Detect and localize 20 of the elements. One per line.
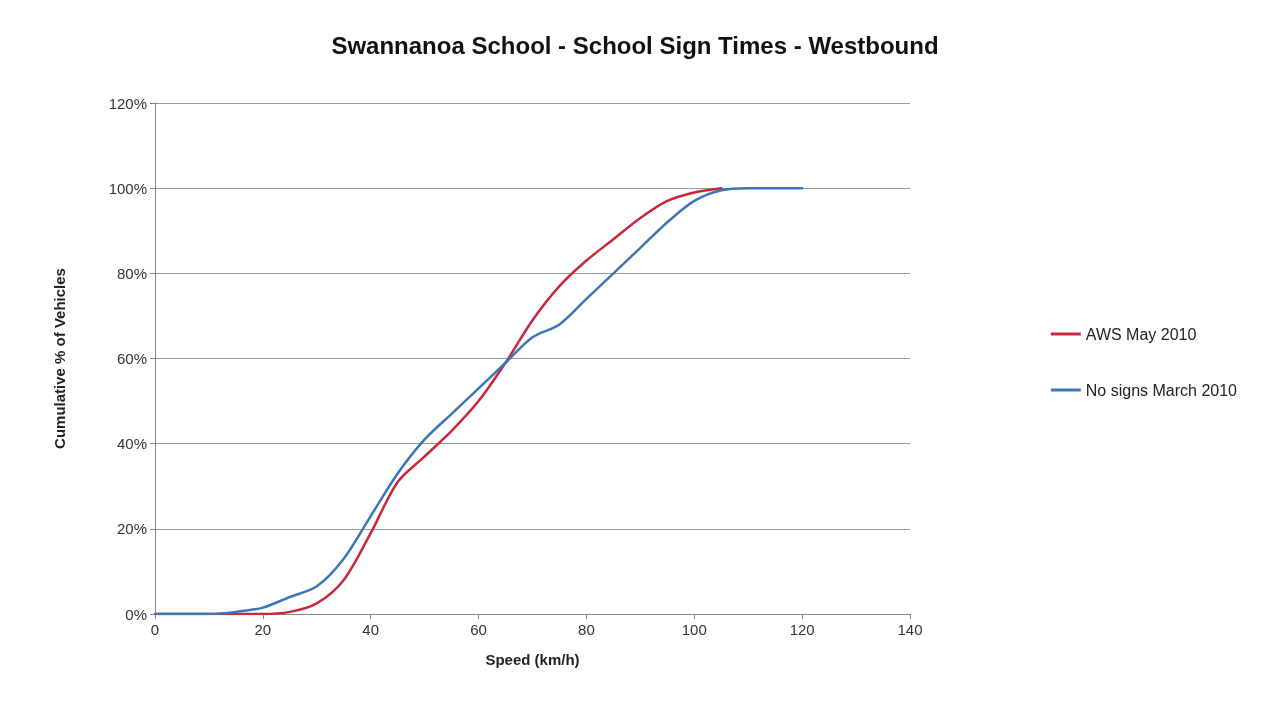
x-tick-label: 80 bbox=[578, 621, 595, 638]
y-tick-label: 60% bbox=[116, 350, 147, 367]
x-tick-label: 100 bbox=[681, 621, 707, 638]
x-tick-label: 40 bbox=[362, 621, 380, 638]
chart-title: Swannanoa School - School Sign Times - Westbound bbox=[331, 31, 939, 59]
y-tick-label: 20% bbox=[116, 520, 147, 538]
y-tick-label: 100% bbox=[108, 179, 147, 197]
x-tick-label: 140 bbox=[897, 621, 923, 638]
legend-label: AWS May 2010 bbox=[1085, 325, 1197, 343]
y-axis-title: Cumulative % of Vehicles bbox=[51, 268, 68, 449]
x-axis-title: Speed (km/h) bbox=[485, 651, 580, 668]
x-tick-label: 120 bbox=[789, 621, 815, 638]
y-tick-label: 40% bbox=[116, 435, 147, 453]
y-tick-label: 80% bbox=[116, 264, 147, 282]
x-tick-label: 60 bbox=[470, 621, 487, 638]
x-tick-label: 0 bbox=[150, 621, 160, 638]
y-tick-label: 0% bbox=[125, 605, 147, 623]
x-tick-label: 20 bbox=[254, 621, 272, 638]
y-tick-label: 120% bbox=[108, 94, 147, 112]
legend-label: No signs March 2010 bbox=[1085, 381, 1238, 399]
